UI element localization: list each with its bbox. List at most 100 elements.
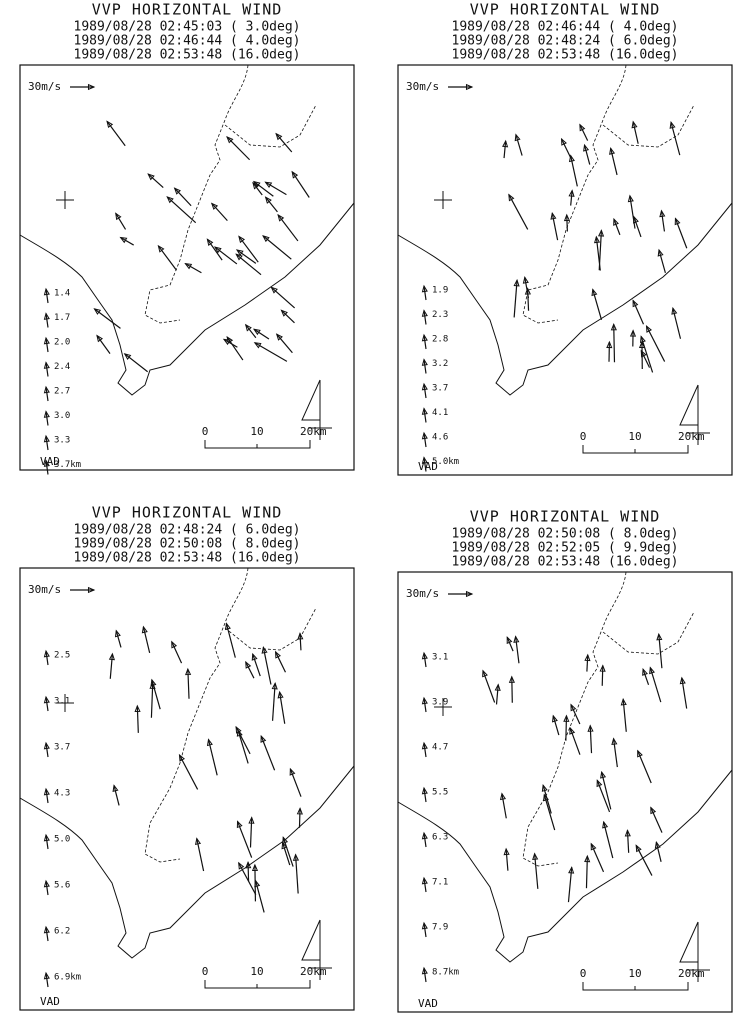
arrow-head: [506, 636, 513, 645]
arrow-head: [649, 666, 655, 675]
arrow-head: [645, 324, 652, 333]
scale-label: 0: [580, 967, 587, 980]
wind-arrow: [45, 435, 49, 451]
wind-arrow: [166, 196, 197, 224]
arrow-head: [640, 349, 647, 358]
wind-arrow: [299, 633, 302, 651]
wind-arrow: [524, 277, 530, 299]
arrow-head: [185, 667, 192, 676]
wind-arrow: [45, 880, 49, 896]
vad-height: 4.7: [432, 743, 448, 753]
wind-arrow: [174, 187, 192, 207]
boundary: [144, 64, 317, 324]
vad-height: 3.2: [432, 359, 448, 369]
wind-arrow: [124, 353, 148, 373]
wind-arrow: [423, 359, 427, 374]
wind-arrow: [503, 140, 507, 159]
vad-height: 3.3: [54, 436, 70, 446]
arrow-head: [421, 456, 428, 464]
wind-arrow: [45, 386, 49, 402]
arrow-head: [669, 120, 676, 129]
wind-arrow: [45, 788, 49, 804]
arrow-head: [590, 842, 597, 851]
scale-label: 20km: [678, 430, 705, 443]
scan-time: 1989/08/28 02:50:08 ( 8.0deg): [74, 537, 301, 552]
scan-time: 1989/08/28 02:50:08 ( 8.0deg): [452, 527, 679, 542]
arrow-head: [508, 193, 515, 202]
vad-height: 7.9: [432, 923, 448, 933]
arrow-head: [244, 323, 252, 332]
arrow-head: [252, 181, 260, 190]
vad-height: 4.1: [432, 408, 448, 418]
coastline: [19, 765, 355, 959]
wind-arrow: [423, 922, 427, 938]
arrow-head: [282, 836, 289, 844]
scale-label: 10: [628, 967, 641, 980]
wind-arrow: [640, 350, 651, 368]
wind-arrow: [601, 665, 604, 686]
vad-height: 3.1: [54, 697, 70, 707]
scale-bar: [204, 980, 311, 989]
arrow-head: [43, 336, 50, 345]
arrow-head: [606, 340, 613, 349]
wind-arrow: [612, 738, 618, 768]
crosshair: [434, 191, 452, 209]
wind-arrow: [281, 309, 295, 324]
wind-arrow: [603, 821, 614, 859]
arrow-head: [235, 249, 244, 256]
wind-arrow: [282, 837, 294, 867]
arrow-head: [248, 816, 255, 824]
wind-arrow: [270, 286, 296, 309]
arrow-head: [178, 753, 186, 762]
arrow-head: [264, 181, 273, 188]
arrow-head: [235, 253, 243, 261]
wind-arrow: [236, 249, 257, 264]
wind-arrow: [650, 807, 663, 833]
panel-title: VVP HORIZONTAL WIND: [92, 1, 283, 19]
wind-arrow: [423, 652, 427, 668]
arrow-head: [235, 725, 242, 734]
arrow-head: [43, 971, 50, 980]
arrow-head: [226, 136, 234, 144]
wind-arrow: [294, 854, 299, 894]
wind-arrow: [136, 705, 139, 733]
arrow-head: [671, 306, 678, 315]
arrow-head: [421, 382, 428, 391]
arrow-head: [570, 703, 577, 712]
vad-height: 6.2: [54, 927, 70, 937]
crosshair: [434, 698, 452, 716]
arrow-head: [206, 738, 213, 747]
wind-arrow: [142, 626, 151, 653]
wind-arrow: [45, 696, 49, 712]
arrow-head: [563, 714, 570, 722]
vad-height: 8.7km: [432, 968, 459, 978]
vad-height: 3.9: [432, 698, 448, 708]
arrow-head: [254, 879, 261, 888]
scale-label: 20km: [300, 965, 327, 978]
wind-arrow: [645, 325, 666, 362]
crosshair: [56, 191, 74, 209]
wind-arrow: [45, 337, 49, 353]
wind-arrow: [423, 408, 427, 423]
wind-arrow: [423, 742, 427, 758]
arrow-head: [43, 833, 50, 842]
vad-height: 3.0: [54, 411, 70, 421]
scan-time: 1989/08/28 02:48:24 ( 6.0deg): [74, 523, 301, 538]
vad-height: 4.6: [432, 433, 448, 443]
vad-label: VAD: [418, 997, 438, 1010]
wind-arrow: [157, 245, 177, 271]
arrow-head: [115, 212, 122, 221]
map-frame: [397, 571, 733, 1013]
wind-arrow: [245, 324, 257, 339]
arrow-head: [550, 211, 557, 220]
wind-arrow: [206, 238, 223, 261]
arrow-head: [560, 137, 567, 146]
arrow-head: [465, 83, 474, 91]
arrow-head: [157, 244, 165, 253]
wind-arrow: [552, 715, 560, 736]
arrow-head: [245, 860, 252, 869]
wind-arrow: [579, 124, 589, 141]
arrow-head: [494, 683, 501, 691]
wind-arrow: [570, 190, 573, 206]
